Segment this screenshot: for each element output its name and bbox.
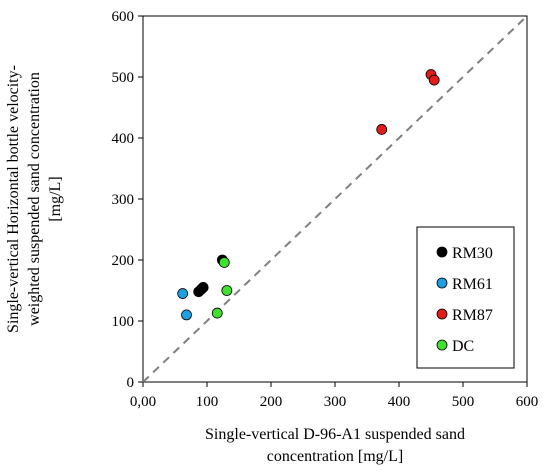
x-tick-label: 500 xyxy=(452,394,475,410)
legend-label-rm61: RM61 xyxy=(452,276,493,293)
y-axis-title-line-3: [mg/L] xyxy=(47,176,64,221)
data-point-rm87 xyxy=(428,74,440,86)
y-tick-label: 300 xyxy=(112,192,135,208)
data-point-dc xyxy=(221,285,233,296)
legend-label-rm87: RM87 xyxy=(452,307,493,324)
y-tick-label: 600 xyxy=(112,9,135,25)
one-to-one-reference-line xyxy=(142,15,528,383)
x-tick-label: 400 xyxy=(388,394,411,410)
y-tick-label: 100 xyxy=(112,314,135,330)
y-tick-label: 200 xyxy=(112,253,135,269)
legend-box xyxy=(416,226,515,369)
legend: RM30 RM61 RM87 DC xyxy=(416,226,515,369)
legend-marker-rm61 xyxy=(436,277,448,289)
y-axis-title-line-1: Single-vertical Horizontal bottle veloci… xyxy=(5,65,22,333)
x-tick-label: 100 xyxy=(196,394,219,410)
legend-label-rm30: RM30 xyxy=(452,245,493,262)
data-point-dc xyxy=(218,257,230,268)
x-axis-title-line-1: Single-vertical D-96-A1 suspended sand xyxy=(205,426,465,443)
x-tick-label: 200 xyxy=(260,394,283,410)
y-tick-label: 0 xyxy=(127,375,135,391)
data-point-dc xyxy=(211,307,223,319)
legend-label-dc: DC xyxy=(452,338,474,355)
data-point-rm87 xyxy=(376,124,388,135)
x-axis-title-line-2: concentration [mg/L] xyxy=(267,448,403,465)
data-point-rm30 xyxy=(193,286,205,298)
x-tick-label: 600 xyxy=(516,394,539,410)
data-point-rm61 xyxy=(181,309,192,321)
y-tick-label: 500 xyxy=(112,70,135,86)
legend-marker-rm30 xyxy=(436,246,448,258)
legend-marker-dc xyxy=(436,339,448,351)
y-axis-title-line-2: weighted suspended sand concentration xyxy=(26,72,43,326)
y-tick-label: 400 xyxy=(112,131,135,147)
data-point-rm61 xyxy=(177,288,189,299)
x-tick-label: 0,00 xyxy=(130,394,156,410)
x-tick-label: 300 xyxy=(324,394,347,410)
legend-marker-rm87 xyxy=(436,308,448,320)
